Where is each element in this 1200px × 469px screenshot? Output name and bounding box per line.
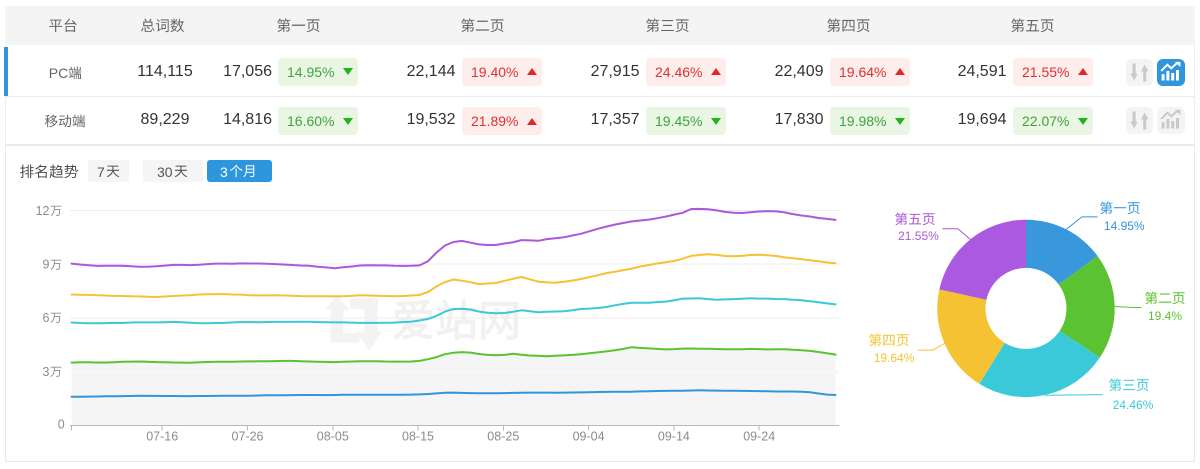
svg-text:09-24: 09-24: [743, 430, 775, 444]
svg-text:6: 6: [43, 311, 50, 325]
svg-text:0: 0: [58, 417, 65, 431]
svg-text:3: 3: [43, 365, 50, 379]
svg-text:09-14: 09-14: [658, 430, 690, 444]
svg-text:07-26: 07-26: [232, 430, 264, 444]
svg-text:08-25: 08-25: [487, 430, 519, 444]
svg-text:08-05: 08-05: [317, 430, 349, 444]
svg-text:12: 12: [36, 204, 50, 218]
svg-text:08-15: 08-15: [402, 430, 434, 444]
svg-text:07-16: 07-16: [146, 430, 178, 444]
svg-text:09-04: 09-04: [573, 430, 605, 444]
svg-text:9: 9: [43, 258, 50, 272]
